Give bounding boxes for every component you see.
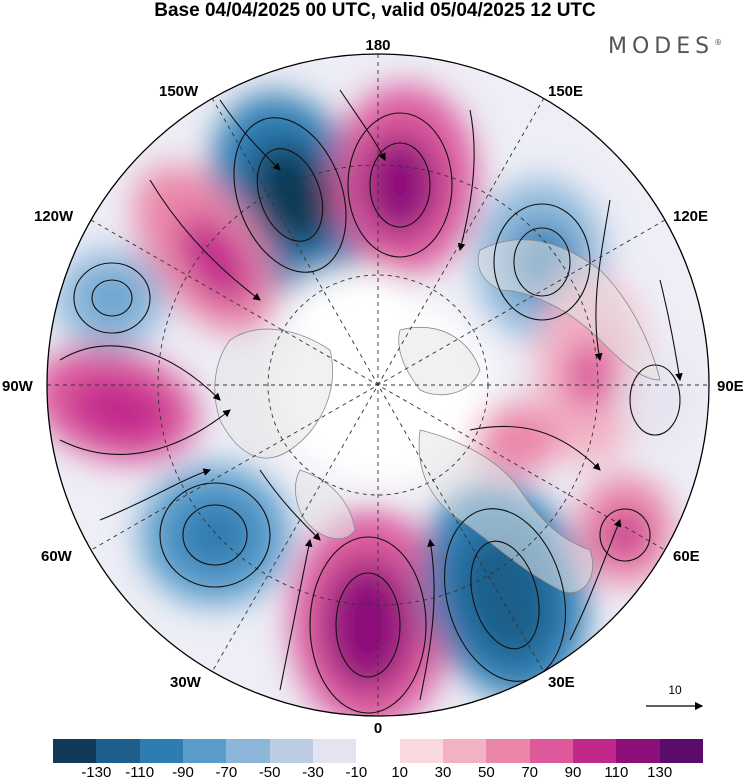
legend-tick-label: 110 [604, 764, 629, 781]
lon-label-90e: 90E [717, 378, 744, 395]
legend-tick-label: 10 [391, 764, 408, 781]
lon-label-60e: 60E [673, 548, 700, 565]
polar-anomaly-map: 180 0 90W 90E 150W 120W 150E 120E 60W 30… [2, 37, 744, 735]
modes-logo: MODES® [608, 34, 722, 59]
registered-mark: ® [714, 38, 723, 47]
legend-swatch [529, 739, 573, 763]
color-legend-ticks: -130 -110 -90 -70 -50 -30 -10 10 30 50 70 90 110 130 [0, 764, 750, 783]
legend-tick-label: -70 [215, 764, 238, 781]
legend-tick-label: -90 [172, 764, 194, 781]
legend-swatch [442, 739, 487, 763]
legend-tick-label: 70 [521, 764, 538, 781]
legend-tick-label: -50 [258, 764, 281, 781]
lon-label-120e: 120E [673, 208, 708, 225]
lon-label-60w: 60W [41, 548, 73, 565]
legend-swatch [182, 739, 227, 763]
legend-tick-label: -30 [302, 764, 324, 781]
legend-swatch [356, 739, 400, 763]
legend-swatch [659, 739, 703, 763]
legend-swatch [269, 739, 313, 763]
legend-tick-label: -10 [345, 764, 368, 781]
legend-swatch [226, 739, 270, 763]
graticule [47, 54, 709, 716]
legend-swatch [572, 739, 617, 763]
lon-label-180: 180 [365, 37, 390, 54]
legend-tick-label: 30 [434, 764, 452, 781]
legend-swatch [399, 739, 443, 763]
map-border [46, 53, 710, 717]
legend-swatch [312, 739, 357, 763]
legend-swatch [486, 739, 530, 763]
wind-streamlines [59, 89, 683, 714]
brand-name: MODES [608, 34, 715, 59]
legend-tick-label: -130 [81, 764, 112, 781]
lon-label-30e: 30E [548, 674, 575, 691]
legend-swatch [53, 739, 97, 763]
longitude-labels: 180 0 90W 90E 150W 120W 150E 120E 60W 30… [2, 37, 744, 735]
legend-swatch [616, 739, 660, 763]
lon-label-120w: 120W [34, 208, 74, 225]
map-title: Base 04/04/2025 00 UTC, valid 05/04/2025… [154, 0, 596, 21]
legend-tick-label: 90 [564, 764, 582, 781]
lon-label-90w: 90W [2, 378, 34, 395]
legend-tick-label: 130 [647, 764, 673, 781]
wind-reference-label: 10 [668, 683, 682, 697]
lon-label-30w: 30W [170, 674, 202, 691]
map-disc [47, 54, 709, 716]
color-legend-bar [53, 739, 703, 763]
lon-label-150w: 150W [159, 83, 199, 100]
lon-label-0: 0 [374, 720, 382, 735]
legend-swatch [139, 739, 183, 763]
legend-swatch [96, 739, 140, 763]
legend-tick-label: -110 [125, 764, 155, 781]
wind-reference: 10 [646, 683, 704, 711]
legend-tick-label: 50 [477, 764, 495, 781]
lon-label-150e: 150E [548, 83, 583, 100]
